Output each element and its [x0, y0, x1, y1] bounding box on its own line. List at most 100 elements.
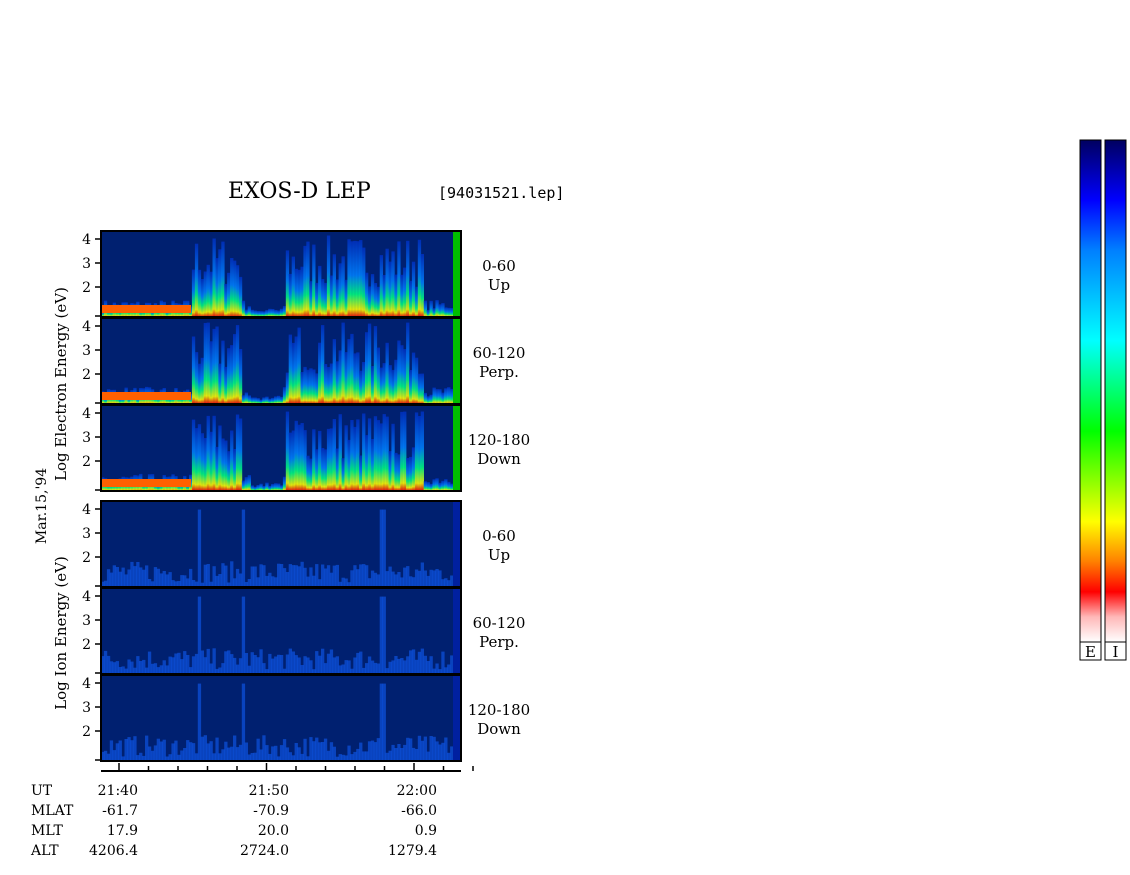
intensity-column	[303, 245, 307, 317]
intensity-column	[212, 415, 216, 491]
intensity-column	[423, 655, 427, 674]
intensity-column	[162, 571, 166, 587]
intensity-column	[420, 373, 424, 404]
intensity-column	[321, 279, 325, 317]
low-energy-band	[101, 392, 191, 400]
intensity-column	[379, 683, 383, 761]
intensity-column	[382, 683, 386, 761]
intensity-column	[265, 575, 269, 587]
intensity-column	[253, 655, 257, 674]
intensity-column	[279, 396, 284, 404]
intensity-column	[221, 241, 225, 317]
intensity-column	[209, 271, 213, 317]
intensity-column	[209, 741, 213, 761]
intensity-column	[447, 664, 451, 674]
intensity-column	[224, 366, 228, 404]
intensity-column	[388, 261, 392, 317]
intensity-column	[300, 372, 304, 404]
intensity-column	[262, 397, 266, 404]
intensity-column	[203, 657, 207, 674]
intensity-column	[227, 747, 231, 761]
intensity-column	[282, 387, 287, 404]
intensity-column	[420, 562, 424, 587]
intensity-column	[256, 398, 260, 404]
intensity-column	[373, 662, 378, 674]
intensity-column	[127, 569, 131, 587]
intensity-column	[174, 581, 178, 587]
intensity-column	[300, 423, 304, 491]
intensity-column	[218, 249, 222, 317]
intensity-column	[388, 365, 392, 404]
intensity-column	[189, 568, 193, 587]
intensity-column	[197, 509, 202, 587]
intensity-column	[241, 509, 246, 587]
intensity-column	[294, 336, 298, 404]
intensity-column	[438, 669, 442, 674]
intensity-column	[112, 750, 116, 761]
axis-row-label: MLAT	[31, 803, 74, 819]
intensity-column	[241, 480, 246, 491]
intensity-column	[262, 565, 266, 587]
intensity-column	[318, 430, 322, 491]
intensity-column	[370, 439, 375, 491]
intensity-column	[400, 345, 404, 404]
intensity-column	[262, 663, 266, 674]
intensity-column	[268, 572, 272, 587]
intensity-column	[194, 428, 199, 491]
intensity-column	[341, 256, 345, 317]
intensity-column	[180, 575, 184, 587]
intensity-column	[150, 750, 155, 761]
intensity-column	[338, 665, 342, 674]
intensity-column	[294, 268, 298, 317]
intensity-column	[271, 484, 275, 491]
intensity-column	[341, 577, 345, 587]
pitch-angle-label: 60-120	[473, 344, 526, 362]
intensity-column	[112, 662, 116, 674]
intensity-column	[444, 307, 448, 317]
intensity-column	[209, 581, 213, 587]
intensity-column	[259, 749, 263, 761]
intensity-column	[379, 509, 383, 587]
intensity-column	[115, 567, 119, 587]
intensity-column	[338, 754, 342, 761]
electron-ylabel: Log Electron Energy (eV)	[52, 287, 70, 481]
intensity-column	[297, 269, 301, 317]
intensity-column	[256, 738, 260, 761]
intensity-column	[403, 411, 407, 491]
intensity-column	[385, 668, 389, 674]
intensity-column	[356, 352, 360, 404]
colorbar-label: E	[1085, 643, 1096, 661]
intensity-column	[241, 596, 246, 674]
intensity-column	[441, 392, 445, 404]
intensity-column	[365, 565, 369, 587]
intensity-column	[329, 363, 334, 404]
intensity-column	[235, 747, 240, 761]
intensity-column	[400, 411, 404, 491]
intensity-column	[230, 258, 234, 317]
intensity-column	[335, 756, 339, 761]
intensity-column	[288, 564, 292, 587]
intensity-column	[253, 566, 257, 587]
intensity-column	[230, 345, 234, 404]
chart-title: EXOS-D LEP	[228, 179, 371, 204]
intensity-column	[233, 260, 237, 317]
intensity-column	[376, 738, 380, 761]
intensity-column	[150, 663, 155, 674]
intensity-column	[206, 648, 210, 674]
intensity-column	[391, 744, 395, 761]
intensity-column	[350, 754, 354, 761]
intensity-column	[247, 579, 251, 587]
intensity-column	[312, 575, 316, 587]
intensity-column	[362, 413, 366, 491]
intensity-column	[376, 420, 380, 491]
intensity-column	[306, 369, 310, 404]
intensity-column	[426, 751, 430, 761]
intensity-column	[159, 573, 163, 587]
intensity-column	[250, 485, 254, 491]
axis-row-value: 20.0	[258, 823, 289, 839]
intensity-column	[326, 565, 331, 587]
intensity-column	[332, 419, 336, 491]
intensity-column	[218, 753, 222, 761]
